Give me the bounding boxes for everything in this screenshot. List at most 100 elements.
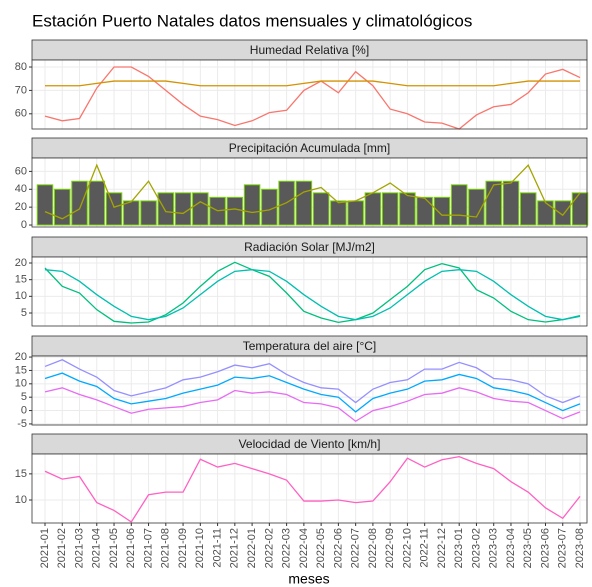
x-tick-label: 2022-07 [350, 528, 362, 568]
x-tick-label: 2023-06 [539, 528, 551, 568]
x-axis-label: meses [288, 571, 329, 587]
bar [571, 192, 589, 226]
y-tick-label: 20 [15, 351, 27, 363]
x-tick-label: 2021-06 [125, 528, 137, 568]
y-tick-label: 15 [15, 468, 27, 480]
x-tick-label: 2022-10 [401, 528, 413, 568]
x-tick-label: 2022-09 [384, 528, 396, 568]
x-tick-label: 2023-02 [470, 528, 482, 568]
y-tick-label: 0 [21, 404, 27, 416]
line [44, 455, 581, 523]
x-tick-label: 2021-03 [73, 528, 85, 568]
x-tick-label: 2023-07 [557, 528, 569, 568]
panel [32, 257, 587, 326]
line [44, 163, 581, 220]
x-tick-label: 2021-12 [229, 528, 241, 568]
y-tick-label: 60 [15, 108, 27, 120]
bar [519, 192, 537, 226]
line [44, 66, 581, 130]
bar [330, 200, 347, 226]
panel-border [31, 256, 588, 327]
bar [105, 192, 123, 226]
x-tick-label: 2021-07 [142, 528, 154, 568]
line [44, 359, 581, 404]
x-tick-label: 2023-01 [453, 528, 465, 568]
bar [502, 180, 520, 226]
bar [71, 180, 88, 226]
bar [312, 192, 330, 226]
panel-title: Velocidad de Viento [km/h] [239, 437, 381, 451]
panel-border [31, 355, 588, 426]
y-tick-label: 10 [15, 378, 27, 390]
line [44, 372, 581, 413]
panel-title: Radiación Solar [MJ/m2] [244, 240, 375, 254]
x-tick-label: 2023-03 [488, 528, 500, 568]
x-tick-label: 2022-03 [281, 528, 293, 568]
bar [36, 184, 54, 226]
bar [174, 192, 192, 226]
x-tick-label: 2022-01 [246, 528, 258, 568]
x-tick-label: 2023-05 [522, 528, 534, 568]
bar [381, 192, 399, 226]
x-tick-label: 2023-08 [574, 528, 586, 568]
y-tick-label: 15 [15, 274, 27, 286]
panel-border [31, 59, 588, 130]
bar [226, 196, 244, 226]
x-tick-label: 2021-02 [56, 528, 68, 568]
x-tick-label: 2022-06 [332, 528, 344, 568]
x-tick-label: 2021-09 [177, 528, 189, 568]
y-tick-label: 15 [15, 364, 27, 376]
panel [32, 454, 587, 523]
x-tick-label: 2021-11 [211, 528, 223, 568]
line [44, 387, 581, 423]
bar [537, 200, 554, 226]
x-tick-label: 2022-12 [436, 528, 448, 568]
bar [192, 192, 209, 226]
bar [364, 192, 382, 226]
bar [53, 188, 71, 226]
bar [554, 200, 572, 226]
x-tick-label: 2021-08 [160, 528, 172, 568]
y-tick-label: 5 [21, 391, 27, 403]
x-tick-label: 2022-11 [419, 528, 431, 568]
bar [450, 184, 468, 226]
panel-title: Temperatura del aire [°C] [243, 339, 377, 353]
y-tick-label: 40 [15, 183, 27, 195]
y-tick-label: -5 [17, 418, 27, 430]
line [44, 269, 581, 321]
x-tick-label: 2022-05 [315, 528, 327, 568]
panel-border [31, 157, 588, 228]
bar [399, 192, 416, 226]
x-tick-label: 2021-05 [108, 528, 120, 568]
panel [32, 60, 587, 129]
bar [123, 200, 140, 226]
bar [347, 200, 364, 226]
panel-border [31, 453, 588, 524]
bar [157, 192, 175, 226]
y-tick-label: 80 [15, 61, 27, 73]
y-tick-label: 5 [21, 307, 27, 319]
bar [295, 180, 313, 226]
y-tick-label: 70 [15, 84, 27, 96]
x-tick-label: 2022-04 [298, 528, 310, 568]
panel-title: Humedad Relativa [%] [250, 43, 369, 57]
bar [243, 184, 261, 226]
chart-title: Estación Puerto Natales datos mensuales … [32, 11, 472, 30]
panel-title: Precipitación Acumulada [mm] [229, 141, 390, 155]
bar [433, 196, 451, 226]
x-tick-label: 2022-02 [263, 528, 275, 568]
bar [485, 180, 502, 226]
line [44, 261, 581, 324]
y-tick-label: 60 [15, 165, 27, 177]
bar [88, 180, 106, 226]
bar [416, 196, 433, 226]
y-tick-label: 20 [15, 257, 27, 269]
y-tick-label: 0 [21, 219, 27, 231]
y-tick-label: 10 [15, 494, 27, 506]
y-tick-label: 20 [15, 201, 27, 213]
line [45, 80, 580, 87]
x-tick-label: 2021-04 [91, 528, 103, 568]
x-tick-label: 2021-10 [194, 528, 206, 568]
y-tick-label: 10 [15, 290, 27, 302]
